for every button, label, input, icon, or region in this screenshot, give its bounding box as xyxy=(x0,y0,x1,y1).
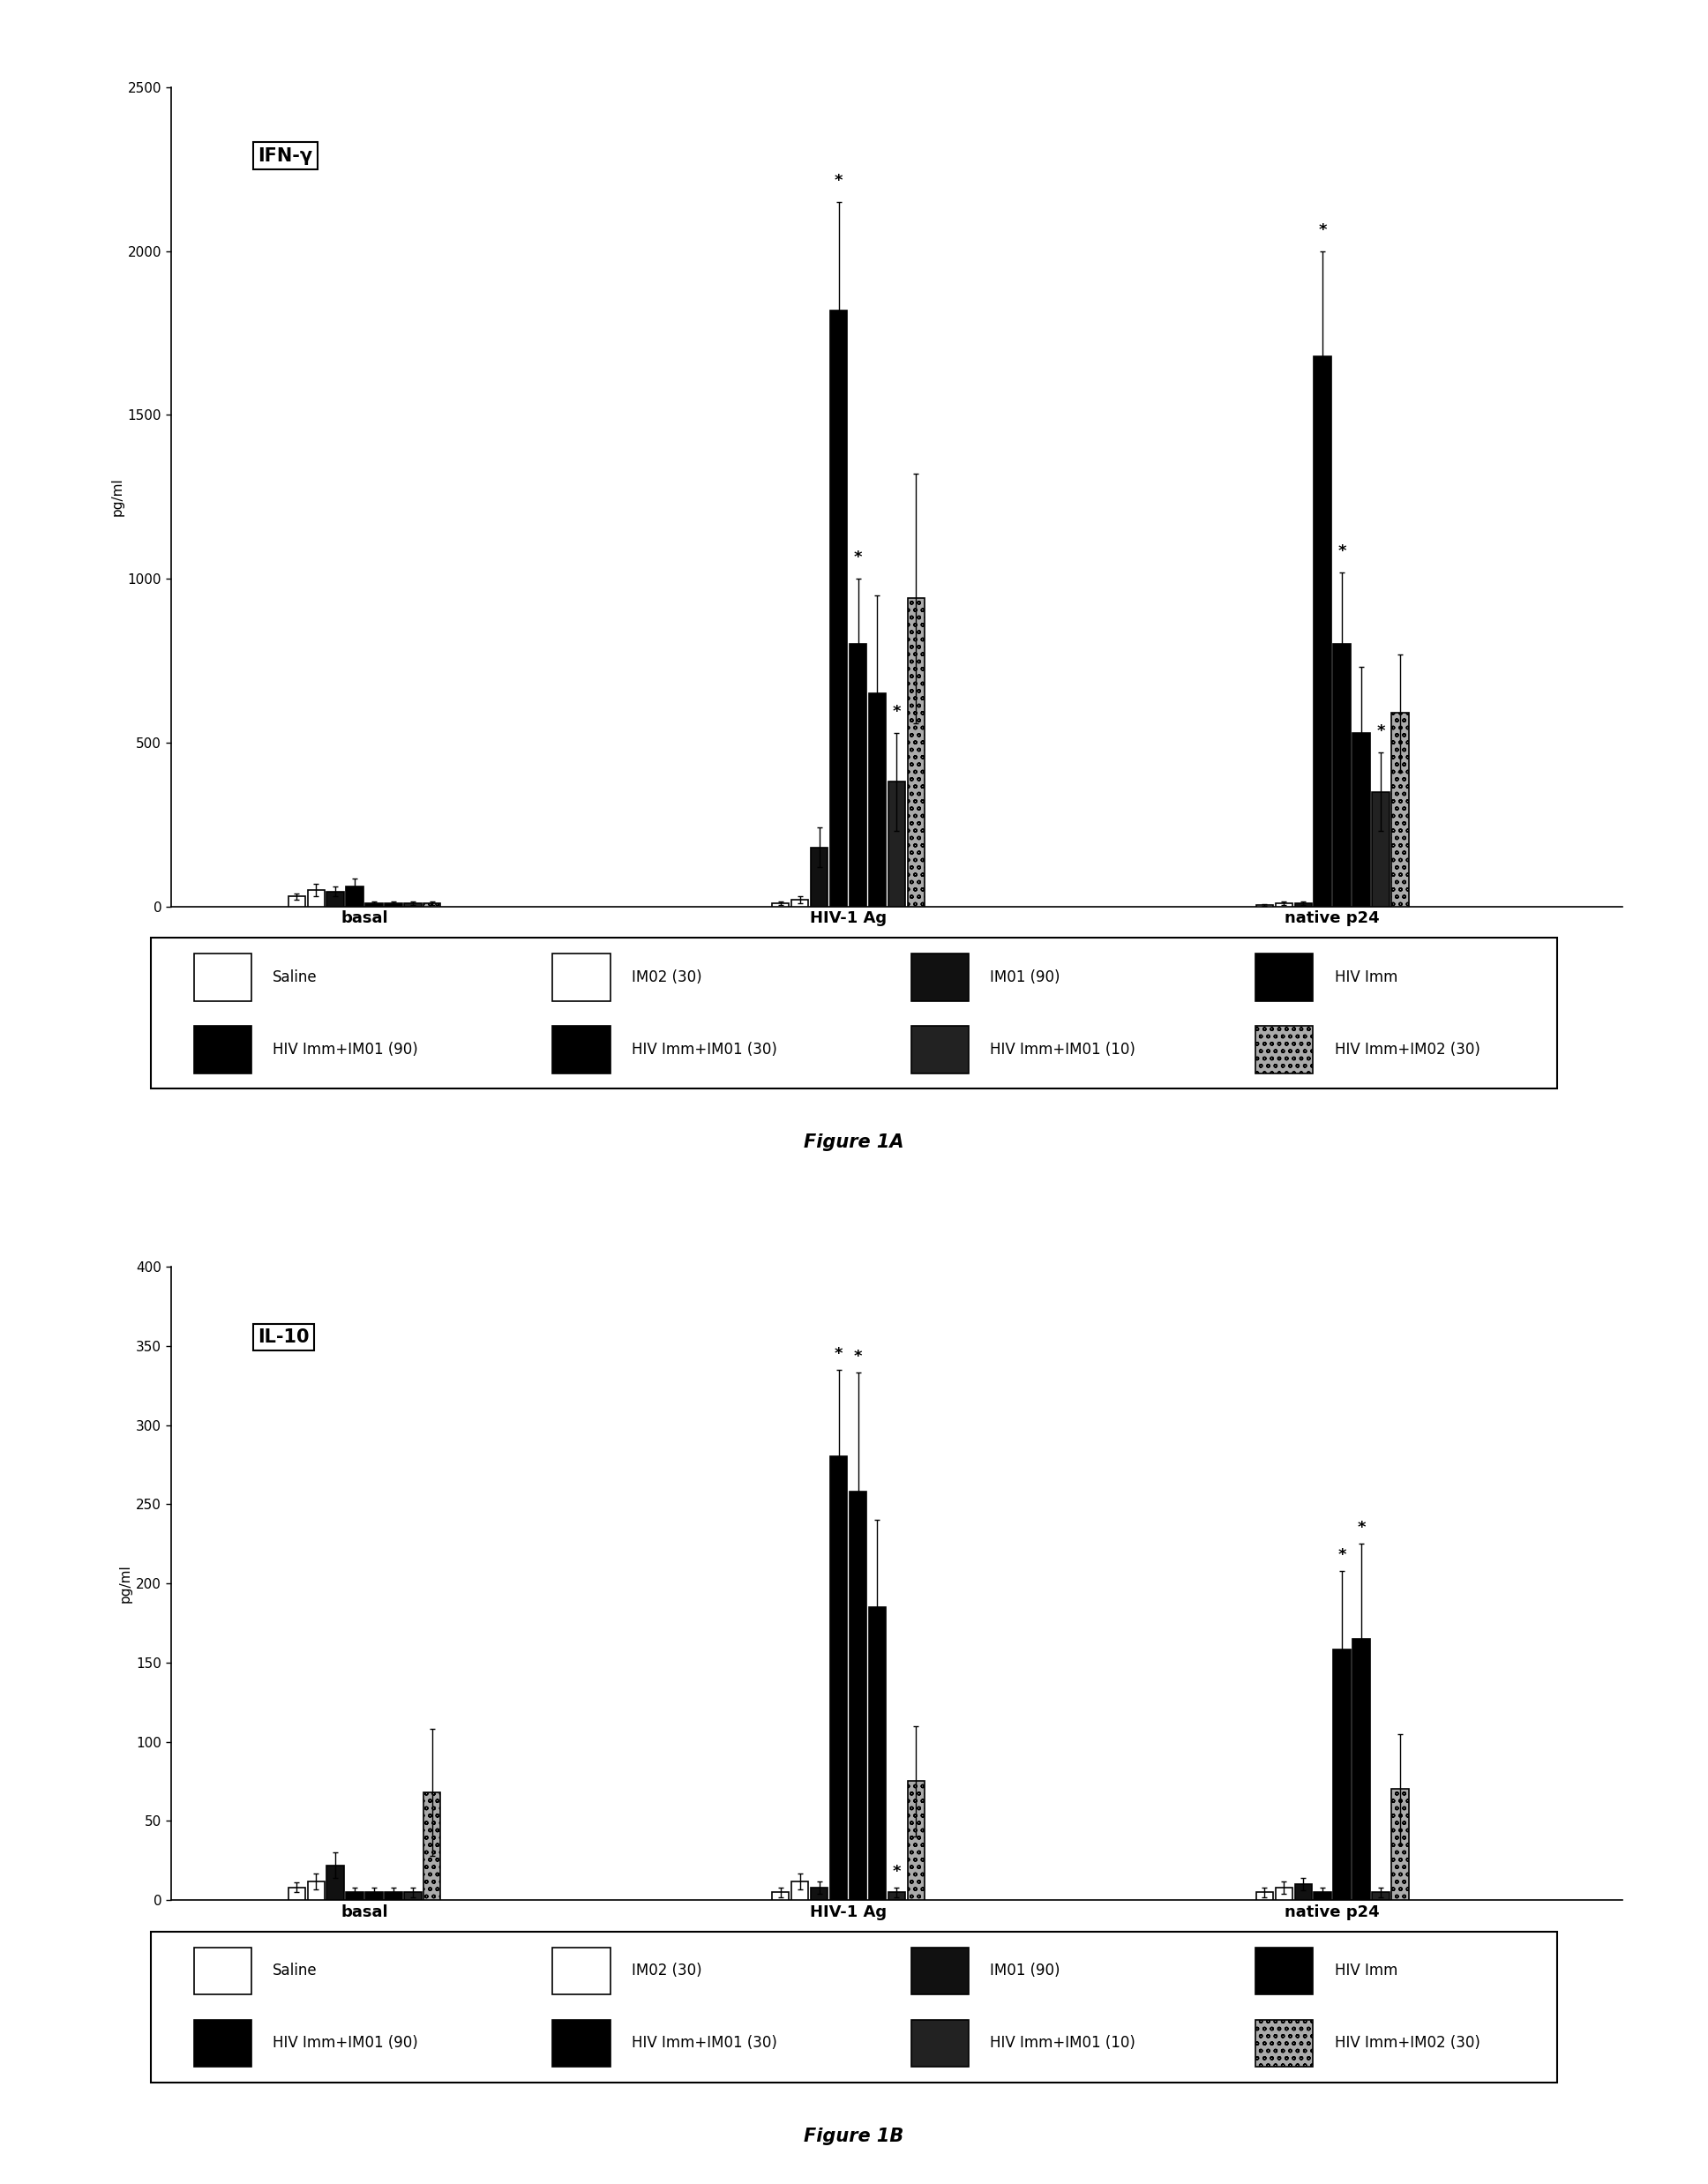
Text: HIV Imm+IM01 (90): HIV Imm+IM01 (90) xyxy=(273,1042,418,1057)
Bar xyxy=(1276,1887,1293,1900)
Bar xyxy=(912,2020,968,2066)
Bar xyxy=(326,1865,343,1900)
Bar xyxy=(1372,1891,1389,1900)
Text: IFN-γ: IFN-γ xyxy=(258,146,313,164)
Bar xyxy=(424,904,441,906)
Text: IM02 (30): IM02 (30) xyxy=(632,970,702,985)
Text: IL-10: IL-10 xyxy=(258,1328,309,1345)
Text: HIV Imm+IM01 (30): HIV Imm+IM01 (30) xyxy=(632,2035,777,2051)
Bar xyxy=(553,954,610,1000)
Text: HIV Imm+IM01 (10): HIV Imm+IM01 (10) xyxy=(991,1042,1136,1057)
Bar xyxy=(912,1026,968,1072)
Bar xyxy=(1392,712,1409,906)
Bar xyxy=(195,1948,251,1994)
Bar xyxy=(553,2020,610,2066)
Bar xyxy=(289,895,306,906)
Bar xyxy=(1255,1026,1313,1072)
Text: *: * xyxy=(1337,544,1346,559)
Text: Saline: Saline xyxy=(273,970,318,985)
Bar xyxy=(1372,793,1389,906)
Bar xyxy=(1334,1649,1351,1900)
Bar xyxy=(772,904,789,906)
Text: HIV Imm+IM02 (30): HIV Imm+IM02 (30) xyxy=(1334,2035,1481,2051)
Text: *: * xyxy=(893,1863,900,1880)
Bar xyxy=(849,644,866,906)
Bar xyxy=(1392,1789,1409,1900)
Bar xyxy=(1255,2020,1313,2066)
Bar xyxy=(366,1891,383,1900)
Bar xyxy=(1295,1885,1312,1900)
Bar xyxy=(553,1026,610,1072)
Bar xyxy=(849,1492,866,1900)
Bar xyxy=(869,695,886,906)
Bar xyxy=(553,1948,610,1994)
Text: HIV Imm: HIV Imm xyxy=(1334,1963,1397,1979)
Bar xyxy=(384,904,401,906)
Bar xyxy=(888,1891,905,1900)
Text: Saline: Saline xyxy=(273,1963,318,1979)
Bar xyxy=(384,1891,401,1900)
Bar xyxy=(307,891,325,906)
Bar xyxy=(1353,1638,1370,1900)
Y-axis label: pg/ml: pg/ml xyxy=(111,478,125,515)
Bar xyxy=(1255,1948,1313,1994)
Bar xyxy=(912,1948,968,1994)
Bar xyxy=(907,598,924,906)
Bar xyxy=(195,1026,251,1072)
Bar xyxy=(1295,904,1312,906)
Bar xyxy=(811,847,828,906)
Bar xyxy=(869,1607,886,1900)
Bar xyxy=(424,1793,441,1900)
Bar xyxy=(1255,954,1313,1000)
Text: *: * xyxy=(1358,1520,1365,1535)
Bar xyxy=(326,891,343,906)
Bar xyxy=(195,2020,251,2066)
Text: HIV Imm+IM01 (30): HIV Imm+IM01 (30) xyxy=(632,1042,777,1057)
Y-axis label: pg/ml: pg/ml xyxy=(120,1564,132,1603)
Bar xyxy=(772,1891,789,1900)
Text: *: * xyxy=(835,173,842,188)
Text: IM01 (90): IM01 (90) xyxy=(991,1963,1061,1979)
Bar xyxy=(1334,644,1351,906)
Bar xyxy=(289,1887,306,1900)
Bar xyxy=(830,310,847,906)
Bar xyxy=(1255,1891,1272,1900)
Bar xyxy=(811,1887,828,1900)
Bar xyxy=(888,782,905,906)
Bar xyxy=(405,1891,422,1900)
Bar xyxy=(1276,904,1293,906)
Bar xyxy=(1313,1891,1331,1900)
Bar xyxy=(195,954,251,1000)
Bar xyxy=(907,1782,924,1900)
Text: *: * xyxy=(854,550,863,566)
Text: Figure 1B: Figure 1B xyxy=(804,2127,904,2145)
Bar xyxy=(405,904,422,906)
Text: IM02 (30): IM02 (30) xyxy=(632,1963,702,1979)
Bar xyxy=(830,1457,847,1900)
Text: Figure 1A: Figure 1A xyxy=(804,1133,904,1151)
Bar xyxy=(1313,356,1331,906)
Bar xyxy=(1353,734,1370,906)
Bar xyxy=(791,900,808,906)
Text: *: * xyxy=(854,1350,863,1365)
Text: *: * xyxy=(893,703,900,721)
Text: *: * xyxy=(1377,723,1385,738)
Bar xyxy=(366,904,383,906)
Text: IM01 (90): IM01 (90) xyxy=(991,970,1061,985)
Bar xyxy=(347,1891,364,1900)
Bar xyxy=(347,887,364,906)
Bar xyxy=(912,954,968,1000)
Text: *: * xyxy=(1319,223,1327,238)
Bar xyxy=(791,1880,808,1900)
Text: HIV Imm: HIV Imm xyxy=(1334,970,1397,985)
Text: *: * xyxy=(1337,1546,1346,1564)
Text: HIV Imm+IM01 (10): HIV Imm+IM01 (10) xyxy=(991,2035,1136,2051)
Text: *: * xyxy=(835,1345,842,1363)
Text: HIV Imm+IM02 (30): HIV Imm+IM02 (30) xyxy=(1334,1042,1481,1057)
Text: HIV Imm+IM01 (90): HIV Imm+IM01 (90) xyxy=(273,2035,418,2051)
Bar xyxy=(307,1880,325,1900)
